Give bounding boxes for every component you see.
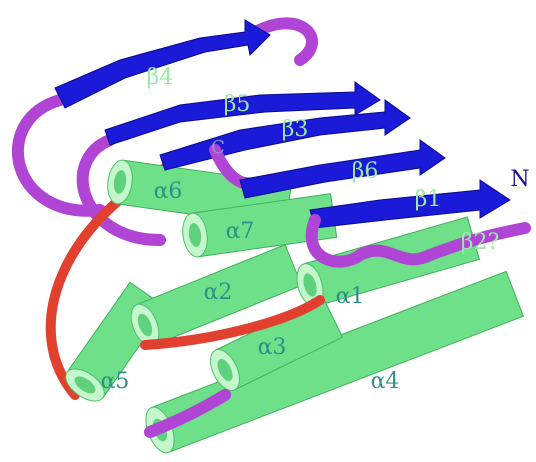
helix-label: α3 bbox=[258, 335, 287, 360]
terminus-label: N bbox=[510, 167, 529, 192]
strand-label: β3 bbox=[282, 117, 309, 142]
helix-label: α4 bbox=[371, 369, 400, 394]
strand-label: β4 bbox=[147, 65, 174, 90]
helix-label: α1 bbox=[336, 284, 365, 309]
strand bbox=[310, 180, 510, 228]
strand-label: β2? bbox=[461, 230, 500, 255]
terminus-label: C bbox=[211, 137, 225, 158]
helix-label: α2 bbox=[204, 280, 233, 305]
strand-label: β6 bbox=[352, 159, 379, 184]
protein-diagram: β4 β5 β3 β6 β1 β2? α6 α7 α2 α1 α5 α3 α4 … bbox=[0, 0, 536, 462]
helix-label: α7 bbox=[226, 219, 255, 244]
strand-label: β5 bbox=[224, 92, 251, 117]
strand-label: β1 bbox=[415, 187, 442, 212]
helix-label: α6 bbox=[154, 179, 183, 204]
helix-label: α5 bbox=[101, 369, 130, 394]
